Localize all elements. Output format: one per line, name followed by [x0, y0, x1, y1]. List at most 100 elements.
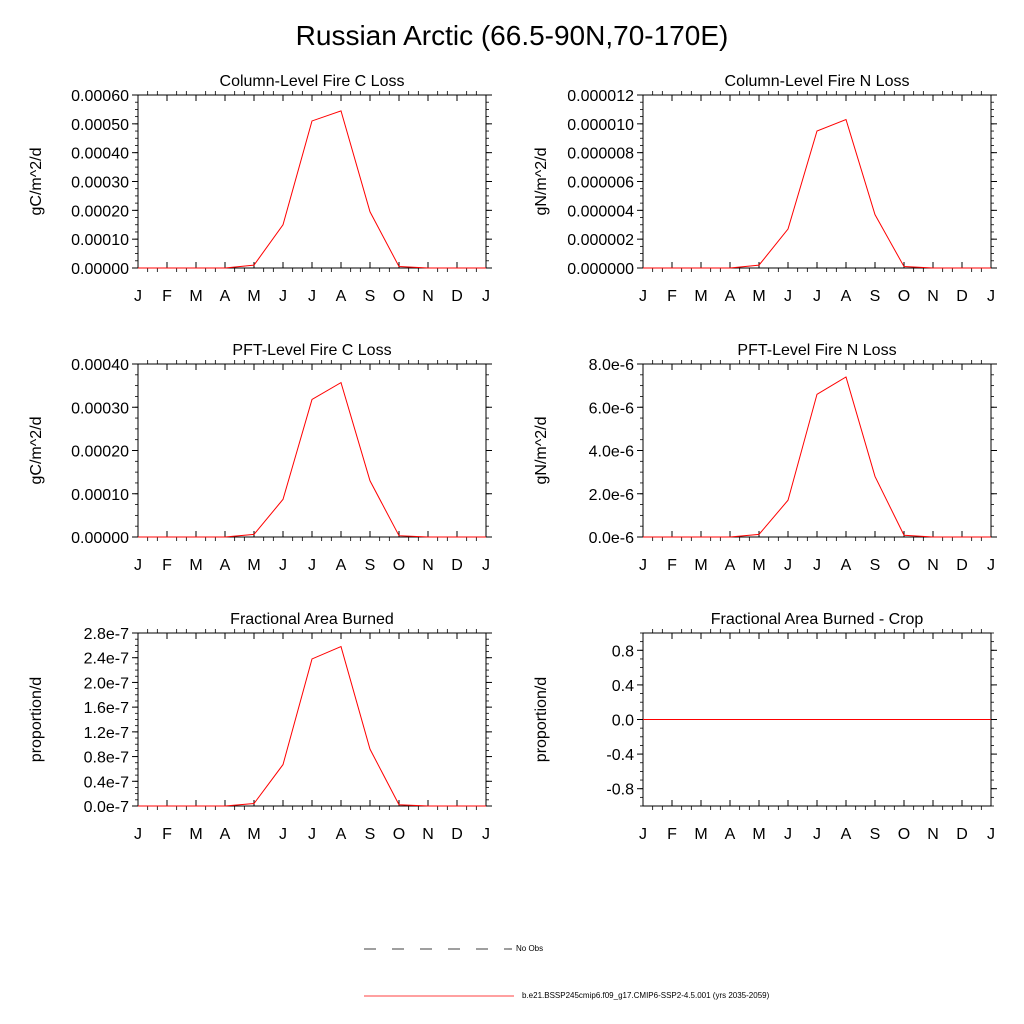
x-tick-label: J	[813, 288, 821, 305]
x-tick-label: M	[694, 557, 707, 574]
x-tick-label: A	[841, 557, 852, 574]
x-tick-label: F	[667, 288, 677, 305]
x-tick-label: A	[725, 826, 736, 843]
y-tick-label: 0.0e-7	[84, 799, 129, 816]
chart-title: Column-Level Fire C Loss	[220, 73, 405, 90]
x-tick-label: D	[956, 288, 968, 305]
series-line	[138, 110, 486, 269]
y-tick-label: 0.00060	[71, 88, 129, 105]
y-axis-label: proportion/d	[533, 677, 550, 762]
x-tick-label: J	[482, 557, 490, 574]
x-tick-label: M	[189, 826, 202, 843]
y-axis-label: proportion/d	[28, 677, 45, 762]
x-tick-label: M	[752, 557, 765, 574]
x-tick-label: F	[162, 288, 172, 305]
x-tick-label: O	[393, 557, 405, 574]
y-tick-label: 0.4	[612, 678, 634, 695]
x-tick-label: M	[189, 557, 202, 574]
x-tick-label: D	[451, 557, 463, 574]
y-tick-label: 0.00030	[71, 400, 129, 417]
y-tick-label: 0.00050	[71, 117, 129, 134]
x-tick-label: O	[393, 826, 405, 843]
y-tick-label: 0.00000	[71, 530, 129, 547]
y-tick-label: 1.2e-7	[84, 725, 129, 742]
y-tick-label: 0.00000	[71, 261, 129, 278]
series-line	[138, 645, 486, 807]
legend-model-label: b.e21.BSSP245cmip6.f09_g17.CMIP6-SSP2-4.…	[522, 991, 770, 1000]
x-tick-label: O	[393, 288, 405, 305]
x-tick-label: J	[308, 288, 316, 305]
x-tick-label: J	[482, 826, 490, 843]
x-tick-label: N	[927, 557, 939, 574]
y-tick-label: 2.0e-7	[84, 675, 129, 692]
x-tick-label: M	[694, 288, 707, 305]
x-tick-label: M	[247, 826, 260, 843]
x-tick-label: J	[279, 557, 287, 574]
x-tick-label: D	[956, 826, 968, 843]
x-tick-label: J	[987, 826, 995, 843]
x-tick-label: J	[784, 826, 792, 843]
y-tick-label: 8.0e-6	[589, 357, 634, 374]
x-tick-label: S	[870, 557, 881, 574]
x-tick-label: J	[134, 557, 142, 574]
x-tick-label: M	[247, 288, 260, 305]
y-tick-label: 0.000000	[567, 261, 634, 278]
x-tick-label: J	[308, 826, 316, 843]
x-tick-label: S	[365, 826, 376, 843]
y-tick-label: 0.000006	[567, 175, 634, 192]
x-tick-label: M	[247, 557, 260, 574]
y-tick-label: 4.0e-6	[589, 444, 634, 461]
x-tick-label: A	[725, 288, 736, 305]
x-tick-label: F	[162, 826, 172, 843]
x-tick-label: J	[482, 288, 490, 305]
x-tick-label: A	[336, 557, 347, 574]
x-tick-label: A	[220, 826, 231, 843]
y-axis-label: gN/m^2/d	[533, 417, 550, 485]
x-tick-label: J	[784, 557, 792, 574]
x-tick-label: O	[898, 557, 910, 574]
x-tick-label: J	[639, 826, 647, 843]
x-tick-label: M	[694, 826, 707, 843]
x-tick-label: D	[956, 557, 968, 574]
x-tick-label: J	[134, 826, 142, 843]
x-tick-label: J	[639, 288, 647, 305]
x-tick-label: N	[422, 288, 434, 305]
x-tick-label: N	[422, 826, 434, 843]
y-axis-label: gC/m^2/d	[28, 417, 45, 485]
x-tick-label: O	[898, 288, 910, 305]
x-tick-label: M	[752, 826, 765, 843]
y-tick-label: 0.00010	[71, 487, 129, 504]
x-tick-label: M	[752, 288, 765, 305]
x-tick-label: A	[841, 288, 852, 305]
y-tick-label: 0.000010	[567, 117, 634, 134]
x-tick-label: J	[308, 557, 316, 574]
series-line	[643, 118, 991, 269]
y-tick-label: 2.0e-6	[589, 487, 634, 504]
y-tick-label: 0.0	[612, 713, 634, 730]
chart-title: PFT-Level Fire N Loss	[737, 342, 896, 359]
y-tick-label: 0.8	[612, 643, 634, 660]
x-tick-label: A	[725, 557, 736, 574]
series-line	[643, 376, 991, 538]
y-tick-label: 0.00030	[71, 175, 129, 192]
chart-title: Fractional Area Burned	[230, 611, 394, 628]
x-tick-label: J	[279, 826, 287, 843]
chart-title: PFT-Level Fire C Loss	[232, 342, 391, 359]
chart-title: Column-Level Fire N Loss	[725, 73, 910, 90]
y-tick-label: 0.00020	[71, 203, 129, 220]
y-tick-label: -0.4	[606, 747, 634, 764]
y-tick-label: 0.8e-7	[84, 750, 129, 767]
x-tick-label: D	[451, 288, 463, 305]
page-title: Russian Arctic (66.5-90N,70-170E)	[295, 20, 729, 51]
x-tick-label: J	[784, 288, 792, 305]
y-tick-label: 1.6e-7	[84, 700, 129, 717]
x-tick-label: A	[220, 557, 231, 574]
x-tick-label: A	[841, 826, 852, 843]
y-tick-label: 0.0e-6	[589, 530, 634, 547]
y-tick-label: 0.000012	[567, 88, 634, 105]
